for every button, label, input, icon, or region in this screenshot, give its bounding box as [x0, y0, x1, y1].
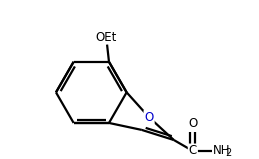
Text: O: O — [188, 117, 197, 130]
Text: OEt: OEt — [95, 31, 117, 44]
Text: C: C — [189, 145, 197, 157]
Text: NH: NH — [213, 144, 231, 157]
Text: O: O — [145, 111, 154, 124]
Text: 2: 2 — [225, 148, 231, 158]
